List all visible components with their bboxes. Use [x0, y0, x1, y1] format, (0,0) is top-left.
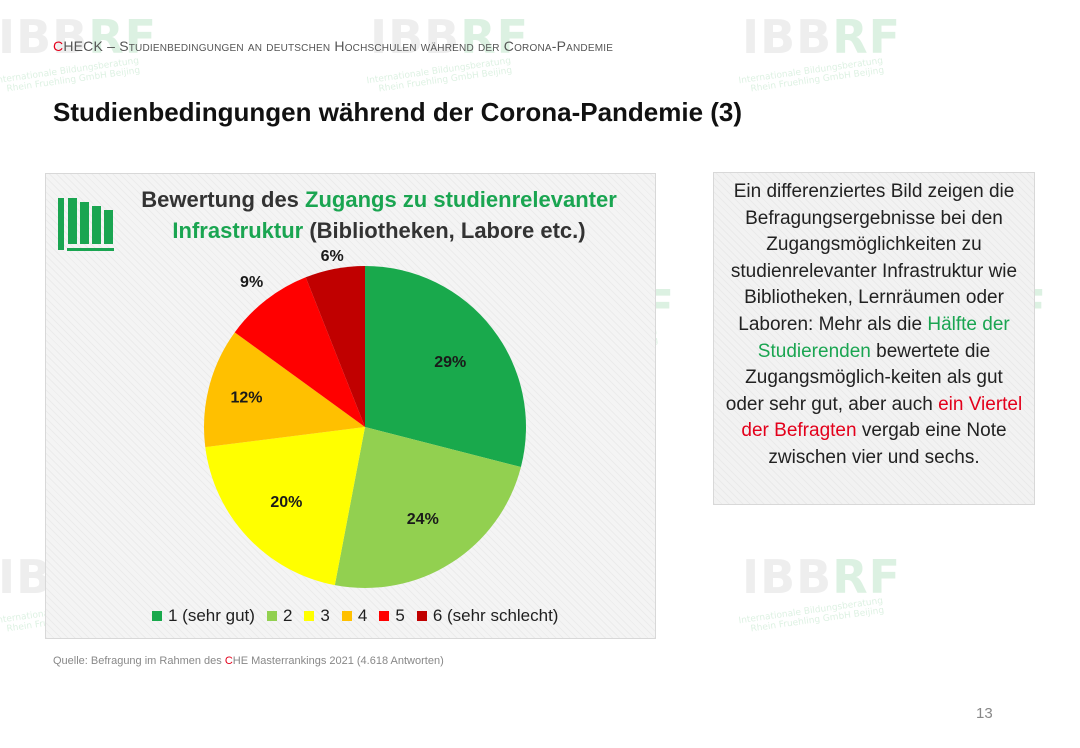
- source-note: Quelle: Befragung im Rahmen des CHE Mast…: [53, 655, 444, 667]
- legend-swatch: [304, 611, 315, 621]
- pie-slice: [305, 266, 365, 427]
- slide-header: CHECK – Studienbedingungen an deutschen …: [53, 38, 614, 54]
- legend-label: 6 (sehr schlecht): [432, 606, 559, 625]
- summary-textbox: Ein differenziertes Bild zeigen die Befr…: [713, 172, 1035, 505]
- legend-item: 1 (sehr gut): [152, 606, 255, 626]
- chart-legend: 1 (sehr gut) 2 3 4 5 6 (sehr schlecht): [152, 606, 558, 626]
- legend-swatch: [152, 611, 162, 621]
- legend-label: 4: [357, 606, 368, 625]
- pie-slice: [204, 332, 365, 448]
- legend-label: 1 (sehr gut): [168, 606, 255, 625]
- pie-slice: [205, 427, 365, 586]
- legend-swatch: [341, 611, 352, 621]
- legend-item: 5: [379, 606, 405, 626]
- legend-item: 6 (sehr schlecht): [416, 606, 559, 626]
- legend-label: 2: [282, 606, 293, 625]
- pie-svg: 29% 24% 20% 12% 9% 6%: [204, 248, 526, 588]
- pie-chart: Bewertung des Zugangs zu studienrelevant…: [45, 173, 656, 639]
- library-books-icon: [58, 198, 114, 251]
- pie-slice: [365, 266, 526, 468]
- pie-data-label: 24%: [407, 511, 439, 528]
- legend-swatch: [379, 611, 390, 621]
- legend-swatch: [266, 611, 277, 621]
- legend-label: 5: [395, 606, 405, 625]
- legend-item: 4: [341, 606, 368, 626]
- legend-swatch: [416, 611, 427, 621]
- pie-slice: [334, 427, 521, 588]
- pie-data-label: 29%: [434, 354, 466, 371]
- legend-item: 2: [266, 606, 293, 626]
- page-title: Studienbedingungen während der Corona-Pa…: [53, 97, 743, 127]
- pie-data-label: 12%: [230, 390, 262, 407]
- page-number: 13: [976, 705, 993, 722]
- chart-title: Bewertung des Zugangs zu studienrelevant…: [141, 187, 617, 243]
- pie-data-label: 20%: [270, 494, 302, 511]
- legend-item: 3: [304, 606, 330, 626]
- pie-slice: [234, 277, 365, 427]
- legend-label: 3: [320, 606, 330, 625]
- pie-data-label: 9%: [240, 274, 263, 291]
- pie-data-label: 6%: [321, 248, 344, 265]
